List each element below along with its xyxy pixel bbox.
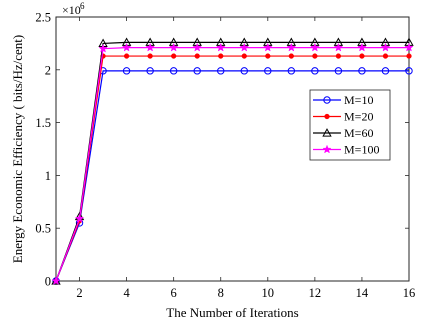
series-m-10 bbox=[52, 67, 413, 285]
data-point bbox=[169, 42, 179, 52]
data-point bbox=[51, 276, 61, 285]
series-line bbox=[55, 70, 409, 282]
series-m-100 bbox=[51, 42, 414, 285]
y-multiplier: ×10 6 bbox=[62, 1, 85, 17]
y-tick-label: 2.5 bbox=[35, 11, 51, 25]
data-point bbox=[264, 67, 272, 75]
data-point bbox=[122, 67, 131, 75]
data-point bbox=[310, 42, 320, 52]
data-point bbox=[192, 42, 202, 52]
data-point bbox=[333, 42, 344, 52]
y-multiplier-base: ×10 bbox=[62, 3, 81, 17]
y-tick-label: 1 bbox=[45, 169, 51, 183]
x-tick-label: 8 bbox=[218, 286, 224, 300]
series-layer bbox=[51, 37, 414, 285]
data-point bbox=[381, 67, 390, 75]
legend-label: M=100 bbox=[344, 143, 379, 157]
data-point bbox=[241, 53, 247, 59]
data-point bbox=[98, 43, 108, 53]
legend-label: M=60 bbox=[344, 126, 373, 140]
x-tick-label: 2 bbox=[76, 286, 82, 300]
x-axis-label: The Number of Iterations bbox=[166, 305, 298, 320]
data-point bbox=[218, 53, 224, 59]
legend-label: M=10 bbox=[344, 93, 373, 107]
data-point bbox=[323, 96, 331, 104]
legend-item: M=60 bbox=[313, 126, 373, 140]
data-point bbox=[324, 113, 330, 120]
y-axis-label: Energy Economic Efficiency ( bits/Hz/cen… bbox=[10, 35, 25, 263]
data-point bbox=[194, 53, 200, 59]
y-tick-label: 0.5 bbox=[35, 222, 51, 236]
data-point bbox=[263, 42, 273, 52]
data-point bbox=[322, 128, 332, 137]
data-point bbox=[404, 42, 414, 52]
y-tick-label: 0 bbox=[45, 275, 51, 289]
data-point bbox=[322, 144, 332, 154]
y-tick-label: 1.5 bbox=[35, 116, 51, 130]
series-line bbox=[55, 41, 409, 282]
legend: M=10 M=20 M=60 M=100 bbox=[309, 89, 391, 161]
series-line bbox=[55, 55, 409, 282]
data-point bbox=[380, 42, 391, 52]
data-point bbox=[312, 53, 318, 59]
data-point bbox=[239, 42, 249, 52]
data-point bbox=[405, 67, 413, 75]
data-point bbox=[169, 67, 178, 75]
data-point bbox=[311, 67, 319, 75]
data-point bbox=[123, 53, 130, 59]
series-line bbox=[55, 47, 409, 282]
data-point bbox=[193, 67, 201, 75]
y-multiplier-exponent: 6 bbox=[80, 1, 85, 11]
legend-item: M=100 bbox=[313, 143, 379, 157]
data-point bbox=[145, 42, 155, 52]
data-point bbox=[358, 67, 366, 75]
x-tick-label: 6 bbox=[171, 286, 177, 300]
data-point bbox=[335, 53, 342, 59]
data-point bbox=[265, 53, 271, 59]
x-tick-label: 4 bbox=[123, 286, 130, 300]
data-point bbox=[146, 67, 154, 75]
data-point bbox=[357, 42, 367, 52]
x-tick-label: 12 bbox=[309, 286, 322, 300]
axis-ticks: 2 4 6 8 10 12 14 16 0 0.5 1 1.5 2 2.5 bbox=[35, 11, 415, 301]
data-point bbox=[74, 213, 85, 223]
x-tick-label: 10 bbox=[262, 286, 275, 300]
data-point bbox=[217, 67, 225, 75]
data-point bbox=[171, 53, 177, 59]
data-point bbox=[288, 53, 294, 59]
data-point bbox=[286, 42, 296, 52]
data-point bbox=[216, 42, 226, 52]
x-tick-label: 14 bbox=[356, 286, 369, 300]
data-point bbox=[147, 53, 153, 59]
data-point bbox=[121, 42, 132, 52]
data-point bbox=[287, 67, 296, 75]
legend-label: M=20 bbox=[344, 110, 373, 124]
x-tick-label: 16 bbox=[403, 286, 416, 300]
legend-item: M=10 bbox=[313, 93, 373, 107]
data-point bbox=[334, 67, 343, 75]
data-point bbox=[240, 67, 248, 75]
data-point bbox=[406, 53, 412, 59]
legend-item: M=20 bbox=[313, 110, 373, 124]
data-point bbox=[359, 53, 365, 59]
data-point bbox=[382, 53, 389, 59]
y-tick-label: 2 bbox=[45, 63, 51, 77]
